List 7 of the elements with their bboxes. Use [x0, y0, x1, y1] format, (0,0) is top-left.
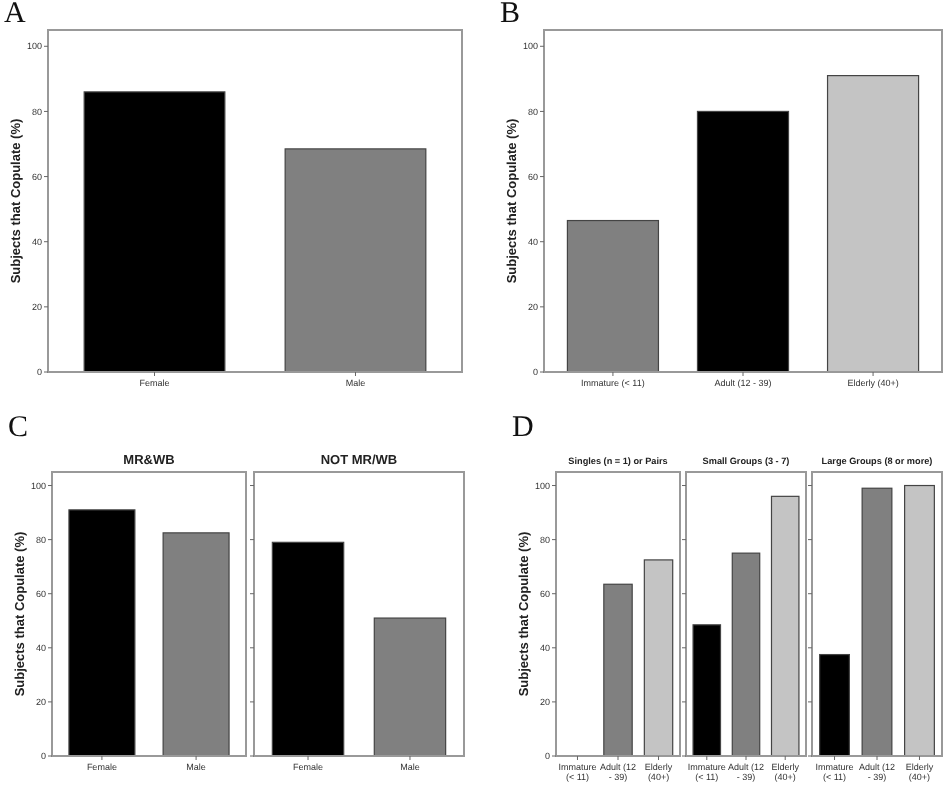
text: B — [500, 0, 521, 30]
text: A — [4, 0, 26, 30]
text: D — [512, 412, 534, 444]
bar — [696, 110, 790, 373]
bar — [826, 75, 920, 373]
bar — [566, 219, 660, 373]
text: C — [8, 412, 29, 444]
